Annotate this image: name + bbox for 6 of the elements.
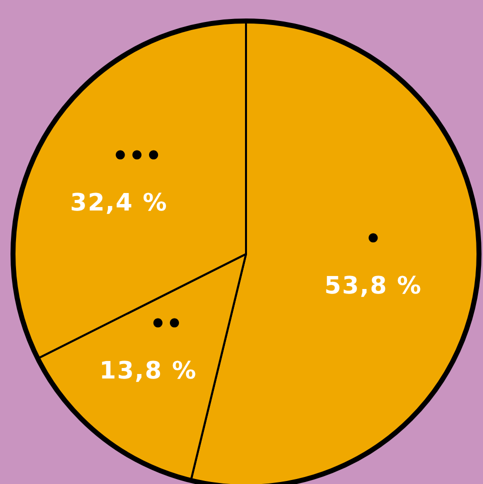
data-label: 53,8 % (324, 271, 422, 300)
slice-label: • (364, 224, 382, 254)
data-label: 32,4 % (70, 188, 168, 217)
slice-label: •• (150, 309, 183, 340)
data-label: 13,8 % (99, 356, 197, 384)
slice-label: ••• (112, 142, 162, 172)
